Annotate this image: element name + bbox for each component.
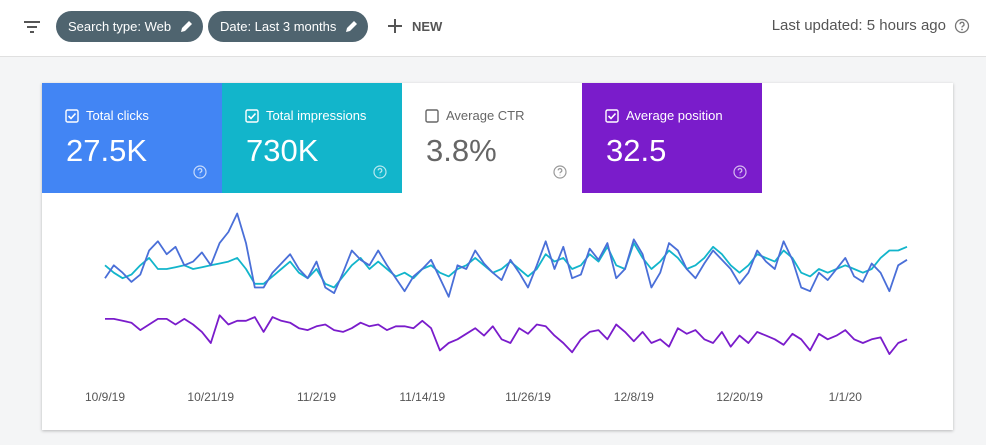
checkbox-box (605, 109, 619, 123)
series-line (104, 212, 908, 298)
help-mark (557, 168, 563, 176)
help-circle (193, 165, 207, 179)
toolbar: Search type: Web Date: Last 3 months NEW… (0, 0, 986, 57)
filter-chip[interactable]: Date: Last 3 months (208, 11, 369, 42)
checkbox-box (425, 109, 439, 123)
metric-value: 3.8% (426, 133, 497, 168)
metric-card[interactable]: Total clicks 27.5K (42, 83, 222, 193)
x-tick-label: 11/2/19 (297, 390, 336, 404)
help-icon (733, 165, 747, 179)
metric-card[interactable]: Total impressions 730K (222, 83, 402, 193)
metric-value: 730K (246, 133, 319, 168)
x-tick-label: 10/9/19 (85, 390, 125, 404)
metric-label: Average CTR (446, 108, 525, 123)
x-tick-label: 11/26/19 (505, 390, 551, 404)
x-tick-label: 11/14/19 (399, 390, 445, 404)
help-circle (553, 165, 567, 179)
series-line (105, 314, 908, 355)
new-button[interactable]: NEW (386, 16, 442, 38)
chip-label: Date: Last 3 months (220, 19, 337, 34)
metric-label: Total clicks (86, 108, 149, 123)
help-icon (193, 165, 207, 179)
help-mark (737, 168, 743, 176)
help-circle (733, 165, 747, 179)
filter-icon[interactable] (22, 17, 42, 37)
x-tick-label: 1/1/20 (829, 390, 863, 404)
metric-label: Average position (626, 108, 723, 123)
x-tick-label: 10/21/19 (187, 390, 234, 404)
chart: 10/9/19 10/21/19 11/2/19 11/14/19 11/26/19 12… (85, 212, 908, 404)
metric-value: 27.5K (66, 133, 148, 168)
checkbox-box (65, 109, 79, 123)
metric-card[interactable]: Average position 32.5 (582, 83, 762, 193)
metric-label: Total impressions (266, 108, 367, 123)
performance-panel: Total clicks 27.5K Total impressions 730K Av… (42, 83, 953, 430)
checkbox (65, 109, 79, 123)
last-updated: Last updated: 5 hours ago (771, 17, 946, 34)
checkmark (607, 112, 617, 120)
checkbox (425, 109, 439, 123)
metric-card[interactable]: Average CTR 3.8% (402, 83, 582, 193)
help-icon (553, 165, 567, 179)
checkmark (67, 112, 77, 120)
help-icon[interactable] (954, 18, 970, 34)
checkbox-box (245, 109, 259, 123)
chip-label: Search type: Web (68, 19, 172, 34)
metric-value: 32.5 (606, 133, 667, 168)
filter-chip[interactable]: Search type: Web (56, 11, 204, 42)
help-mark (377, 168, 383, 176)
x-tick-label: 12/20/19 (716, 390, 763, 404)
edit-icon (181, 21, 193, 32)
help-icon (373, 165, 387, 179)
checkmark (247, 112, 257, 120)
plus-icon (388, 19, 402, 33)
edit-icon (346, 21, 358, 32)
help-circle (373, 165, 387, 179)
x-tick-label: 12/8/19 (614, 390, 654, 404)
help-mark (197, 168, 203, 176)
new-label: NEW (412, 19, 443, 34)
checkbox (605, 109, 619, 123)
checkbox (245, 109, 259, 123)
series-line (104, 242, 908, 289)
